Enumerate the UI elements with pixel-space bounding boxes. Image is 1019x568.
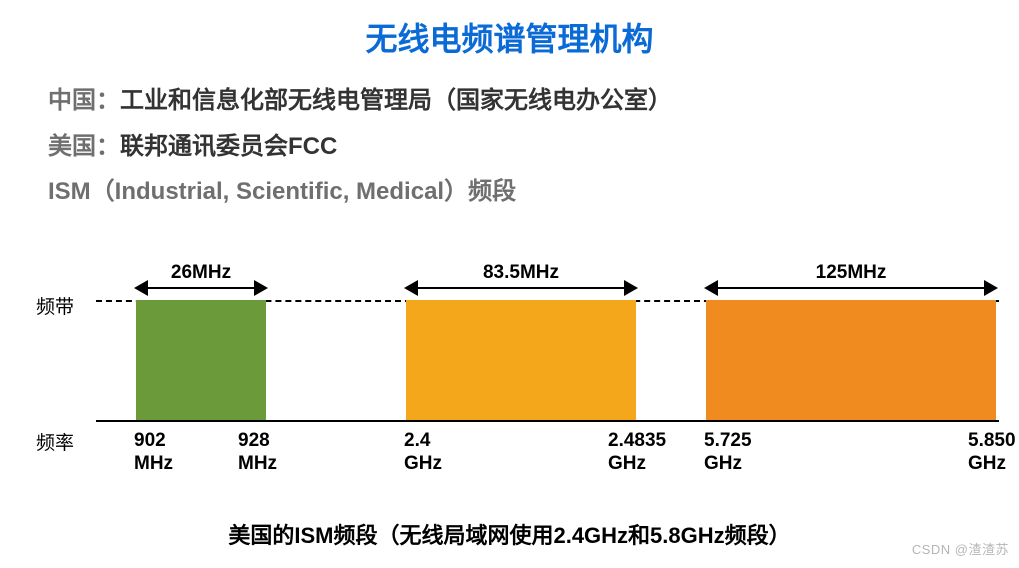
bandwidth-label-0: 26MHz [136,262,266,284]
bullet-list: 中国：工业和信息化部无线电管理局（国家无线电办公室） 美国：联邦通讯委员会FCC… [0,60,1019,215]
bullet-1-prefix: 中国： [48,87,120,114]
bandwidth-arrow-1 [406,287,636,289]
bandwidth-label-1: 83.5MHz [406,262,636,284]
band-block-1 [406,300,636,420]
band-block-2 [706,300,996,420]
bullet-line-1: 中国：工业和信息化部无线电管理局（国家无线电办公室） [48,78,1019,124]
band-block-0 [136,300,266,420]
row-label-band: 频带 [36,292,74,319]
bullet-3-c: ）频段 [444,178,516,205]
row-label-freq: 频率 [36,428,74,455]
freq-low-label-2: 5.725GHz [704,430,784,476]
bullet-2-prefix: 美国： [48,133,120,160]
chart-caption: 美国的ISM频段（无线局域网使用2.4GHz和5.8GHz频段） [0,518,1019,550]
bullet-line-3: ISM（Industrial, Scientific, Medical）频段 [48,169,1019,215]
band-plot-area: 26MHz902MHz928MHz83.5MHz2.4GHz2.4835GHz1… [96,260,999,460]
bullet-1-body: 工业和信息化部无线电管理局（国家无线电办公室） [120,87,672,114]
bandwidth-arrow-2 [706,287,996,289]
freq-high-label-1: 2.4835GHz [608,430,688,476]
freq-low-label-1: 2.4GHz [404,430,484,476]
freq-high-label-2: 5.850GHz [968,430,1019,476]
bullet-line-2: 美国：联邦通讯委员会FCC [48,124,1019,170]
bullet-2-body: 联邦通讯委员会FCC [120,133,337,160]
axis-bottom-solid [96,420,999,422]
bandwidth-arrow-0 [136,287,266,289]
freq-low-label-0: 902MHz [134,430,214,476]
freq-high-label-0: 928MHz [238,430,318,476]
watermark-text: CSDN @渣渣苏 [912,539,1009,558]
page-title: 无线电频谱管理机构 [0,0,1019,60]
bandwidth-label-2: 125MHz [706,262,996,284]
bullet-3-a: ISM（ [48,178,115,205]
bullet-3-b: Industrial, Scientific, Medical [115,178,444,205]
